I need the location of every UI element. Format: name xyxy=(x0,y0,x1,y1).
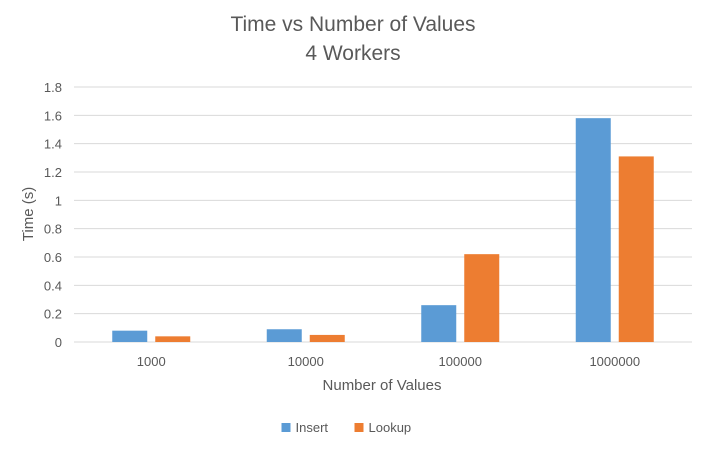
x-tick-label: 1000000 xyxy=(589,354,640,369)
legend: Insert Lookup xyxy=(281,420,412,435)
chart-title: Time vs Number of Values xyxy=(230,13,475,36)
y-axis-title: Time (s) xyxy=(20,187,37,241)
y-tick-label: 1.8 xyxy=(44,80,62,95)
bar-lookup-1000 xyxy=(155,336,191,342)
y-tick-label: 1.6 xyxy=(44,108,62,123)
chart-subtitle: 4 Workers xyxy=(305,42,400,65)
legend-label: Lookup xyxy=(369,420,412,435)
y-tick-label: 0 xyxy=(55,335,62,350)
y-axis-ticks: 0 0.2 0.4 0.6 0.8 1 1.2 1.4 1.6 1.8 xyxy=(44,80,62,350)
y-tick-label: 1.2 xyxy=(44,165,62,180)
legend-swatch xyxy=(281,423,291,432)
y-tick-label: 0.2 xyxy=(44,307,62,322)
bar-insert-10000 xyxy=(266,329,302,342)
legend-label: Insert xyxy=(296,420,329,435)
x-axis-title: Number of Values xyxy=(323,377,442,394)
y-tick-label: 0.6 xyxy=(44,250,62,265)
bar-lookup-10000 xyxy=(309,334,345,342)
bars xyxy=(112,118,654,343)
y-tick-label: 0.8 xyxy=(44,222,62,237)
y-tick-label: 0.4 xyxy=(44,278,62,293)
y-tick-label: 1 xyxy=(55,193,62,208)
x-tick-label: 1000 xyxy=(137,354,166,369)
x-tick-label: 10000 xyxy=(288,354,324,369)
legend-item-insert: Insert xyxy=(281,420,329,435)
bar-insert-1000000 xyxy=(575,118,611,343)
y-tick-label: 1.4 xyxy=(44,137,62,152)
x-axis-ticks: 1000 10000 100000 1000000 xyxy=(137,354,640,369)
bar-lookup-100000 xyxy=(464,254,500,342)
legend-item-lookup: Lookup xyxy=(354,420,412,435)
gridlines xyxy=(74,86,692,343)
bar-lookup-1000000 xyxy=(618,156,654,342)
bar-insert-100000 xyxy=(421,305,457,342)
legend-swatch xyxy=(354,423,364,432)
x-tick-label: 100000 xyxy=(439,354,482,369)
bar-insert-1000 xyxy=(112,330,148,342)
